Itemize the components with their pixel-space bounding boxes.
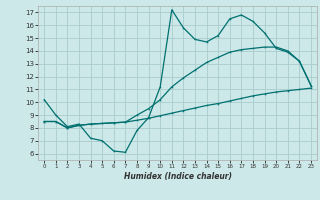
X-axis label: Humidex (Indice chaleur): Humidex (Indice chaleur) <box>124 172 232 181</box>
